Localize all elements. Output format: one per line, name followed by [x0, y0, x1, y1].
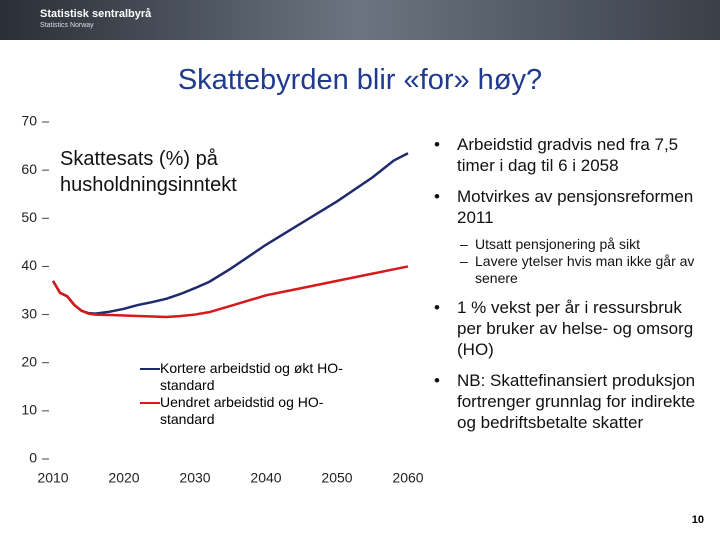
logo-sub: Statistics Norway — [40, 22, 94, 29]
legend-entry: Uendret arbeidstid og HO-standard — [140, 394, 350, 428]
bullet: Arbeidstid gradvis ned fra 7,5 timer i d… — [430, 134, 700, 176]
sub-bullet: Utsatt pensjonering på sikt — [430, 236, 700, 253]
y-tick-label: 50 — [21, 209, 37, 225]
bullet: NB: Skattefinansiert produksjon fortreng… — [430, 370, 700, 433]
x-tick-label: 2010 — [37, 470, 68, 486]
bullets: Arbeidstid gradvis ned fra 7,5 timer i d… — [430, 134, 700, 443]
y-tick-label: 40 — [21, 257, 37, 273]
bullet: 1 % vekst per år i ressursbruk per bruke… — [430, 297, 700, 360]
annotation: Skattesats (%) på husholdningsinntekt — [60, 146, 280, 198]
page-number: 10 — [691, 514, 704, 526]
title: Skattebyrden blir «for» høy? — [177, 64, 543, 96]
y-tick-label: 70 — [21, 113, 37, 129]
legend-swatch — [140, 402, 160, 404]
y-tick-label: 20 — [21, 353, 37, 369]
sub-bullet: Lavere ytelser hvis man ikke går av sene… — [430, 253, 700, 287]
x-tick-label: 2020 — [108, 470, 139, 486]
line-series — [51, 265, 409, 319]
bullet: Motvirkes av pensjonsreformen 2011 — [430, 186, 700, 228]
legend-entry: Kortere arbeidstid og økt HO-standard — [140, 360, 350, 394]
y-tick-label: 60 — [21, 161, 37, 177]
sub-bullets: Utsatt pensjonering på siktLavere ytelse… — [430, 236, 700, 287]
x-tick-label: 2060 — [392, 470, 423, 486]
logo: Statistisk sentralbyrå — [40, 8, 152, 20]
x-tick-label: 2030 — [179, 470, 210, 486]
x-tick-label: 2040 — [250, 470, 281, 486]
legend-swatch — [140, 368, 160, 370]
y-tick-label: 0 — [29, 450, 37, 466]
y-tick-label: 10 — [21, 402, 37, 418]
header-band — [0, 0, 720, 40]
x-tick-label: 2050 — [321, 470, 352, 486]
legend: Kortere arbeidstid og økt HO-standard Uen… — [140, 360, 350, 428]
y-tick-label: 30 — [21, 305, 37, 321]
